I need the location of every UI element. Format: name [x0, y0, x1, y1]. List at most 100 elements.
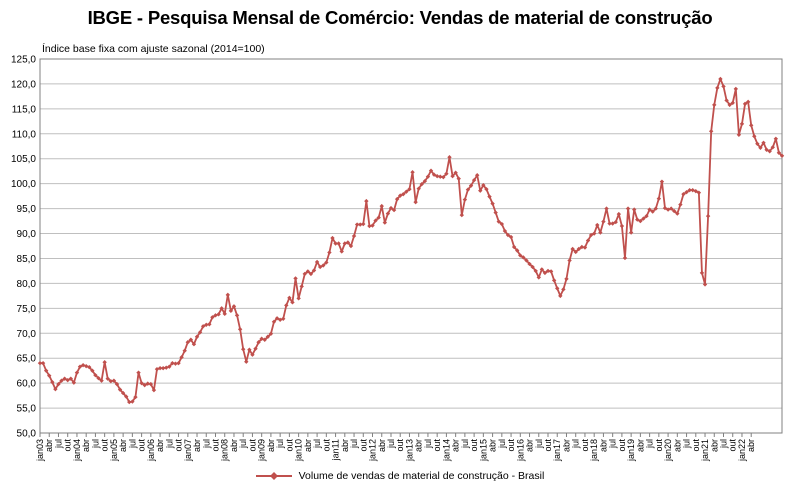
data-point: [142, 382, 147, 388]
x-tick-label: jul: [90, 439, 100, 449]
data-point: [216, 312, 221, 317]
data-point: [111, 378, 117, 383]
x-tick-label: jan09: [257, 439, 267, 462]
data-point: [745, 99, 751, 105]
data-point: [179, 355, 184, 360]
data-point: [641, 216, 646, 221]
data-point: [133, 394, 138, 400]
data-point: [244, 359, 249, 364]
data-point: [99, 378, 104, 383]
data-point: [755, 141, 760, 146]
data-point: [333, 241, 338, 246]
data-point: [595, 222, 600, 228]
data-point: [151, 387, 157, 393]
data-point: [604, 206, 609, 211]
data-point: [434, 173, 440, 179]
data-point: [582, 245, 588, 250]
data-point: [659, 179, 665, 184]
data-point: [302, 271, 307, 277]
x-tick-label: out: [617, 439, 627, 452]
data-point: [761, 140, 766, 145]
x-tick-label: jul: [571, 439, 581, 449]
x-tick-label: jul: [164, 439, 174, 449]
data-point: [419, 181, 424, 187]
data-point: [712, 102, 717, 108]
data-point: [681, 191, 686, 197]
data-point: [219, 306, 224, 311]
data-point: [262, 337, 267, 342]
data-point: [345, 240, 351, 245]
data-point: [90, 368, 95, 373]
data-point: [708, 129, 714, 134]
x-tick-label: out: [395, 439, 405, 452]
x-tick-label: out: [469, 439, 479, 452]
data-point: [705, 213, 711, 219]
data-point: [693, 188, 698, 194]
x-tick-label: jan14: [441, 439, 451, 462]
x-tick-label: out: [321, 439, 331, 452]
data-point: [425, 174, 431, 179]
y-tick-label: 50,0: [17, 429, 37, 440]
data-point: [77, 364, 83, 369]
data-point: [678, 202, 683, 207]
data-point: [487, 194, 492, 199]
data-point: [484, 186, 489, 192]
data-point: [373, 218, 378, 223]
data-point: [555, 286, 560, 291]
y-tick-label: 90,0: [17, 229, 37, 240]
data-point: [265, 334, 271, 339]
data-point: [635, 217, 640, 222]
data-point: [398, 193, 403, 198]
data-point: [598, 230, 603, 235]
data-point: [570, 246, 575, 252]
y-tick-label: 120,0: [11, 79, 36, 90]
data-point: [253, 346, 258, 351]
x-tick-label: jul: [275, 439, 285, 449]
data-point: [752, 134, 757, 139]
data-point: [422, 178, 428, 184]
data-point: [207, 322, 212, 327]
data-point: [496, 219, 501, 224]
data-point: [43, 368, 49, 373]
x-tick-label: abr: [672, 439, 682, 452]
legend: Volume de vendas de material de construç…: [0, 470, 800, 482]
data-point: [511, 244, 517, 250]
data-point: [428, 168, 434, 173]
data-point: [499, 221, 505, 227]
data-point: [250, 352, 255, 357]
data-point: [308, 271, 314, 277]
x-tick-label: jan18: [589, 439, 599, 462]
data-point: [441, 174, 446, 180]
data-point: [330, 235, 335, 241]
x-tick-label: jan03: [35, 439, 45, 462]
data-point: [619, 223, 625, 229]
x-tick-label: out: [174, 439, 184, 452]
x-tick-label: abr: [118, 439, 128, 452]
data-point: [601, 219, 606, 224]
data-point: [274, 316, 280, 321]
data-point: [505, 232, 511, 238]
data-point: [656, 196, 662, 201]
data-point: [197, 330, 203, 335]
data-point: [675, 211, 680, 216]
legend-key: [255, 472, 292, 481]
data-point: [388, 205, 394, 211]
data-point: [351, 233, 357, 239]
data-point: [170, 360, 175, 366]
x-tick-label: jan15: [478, 439, 488, 462]
data-point: [37, 360, 43, 366]
data-point: [551, 278, 557, 283]
data-point: [284, 303, 289, 308]
data-point: [148, 381, 154, 387]
data-point: [588, 232, 594, 238]
y-tick-label: 100,0: [11, 179, 36, 190]
y-tick-label: 55,0: [17, 404, 37, 415]
x-tick-label: abr: [340, 439, 350, 452]
data-point: [40, 360, 46, 366]
data-point: [185, 340, 190, 345]
data-point: [647, 207, 652, 212]
x-tick-label: jul: [201, 439, 211, 449]
x-tick-label: jul: [53, 439, 63, 449]
y-tick-label: 75,0: [17, 304, 37, 315]
data-point: [47, 373, 52, 378]
